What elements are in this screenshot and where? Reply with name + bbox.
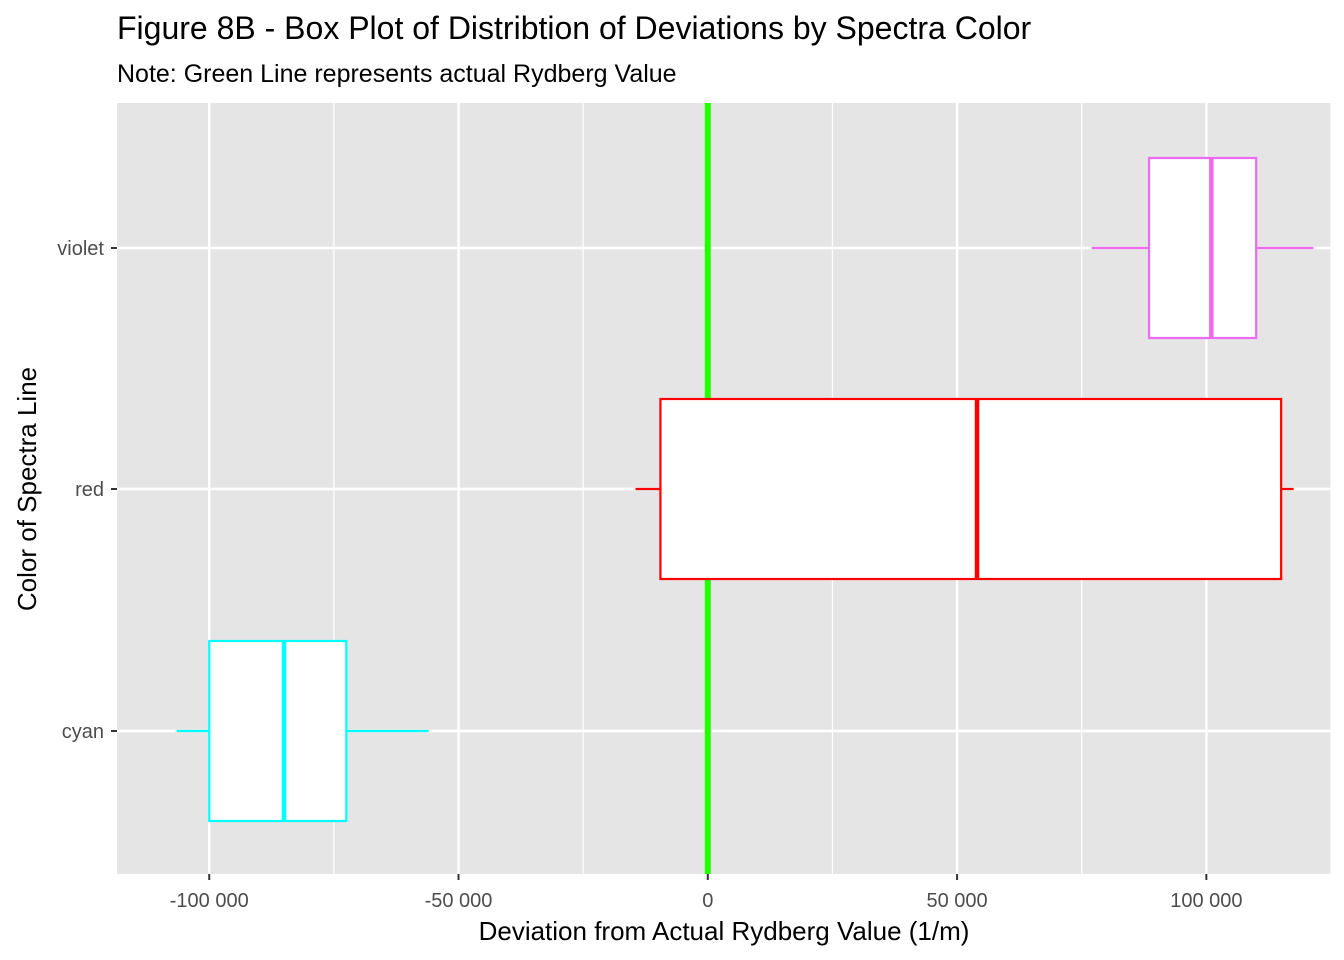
y-axis: violet red cyan [57, 238, 117, 743]
x-axis: -100 000 -50 000 0 50 000 100 000 [170, 874, 1243, 912]
box-layer [176, 156, 1314, 823]
y-axis-title: Color of Spectra Line [12, 367, 42, 611]
box-red [635, 397, 1294, 581]
x-tick-label: -100 000 [170, 890, 249, 912]
box-body [1147, 156, 1258, 340]
x-axis-title: Deviation from Actual Rydberg Value (1/m… [479, 916, 970, 946]
chart-subtitle: Note: Green Line represents actual Rydbe… [117, 60, 677, 88]
x-tick-label: 0 [702, 890, 713, 912]
box-cyan [176, 639, 429, 823]
box-body [659, 397, 1283, 581]
y-tick-label: red [75, 479, 104, 501]
y-tick-label: violet [57, 238, 104, 260]
x-tick-label: 50 000 [926, 890, 987, 912]
y-tick-label: cyan [62, 721, 104, 743]
chart-title: Figure 8B - Box Plot of Distribtion of D… [117, 10, 1032, 46]
x-tick-label: -50 000 [425, 890, 493, 912]
box-body [208, 639, 348, 823]
x-tick-label: 100 000 [1170, 890, 1242, 912]
box-violet [1091, 156, 1314, 340]
